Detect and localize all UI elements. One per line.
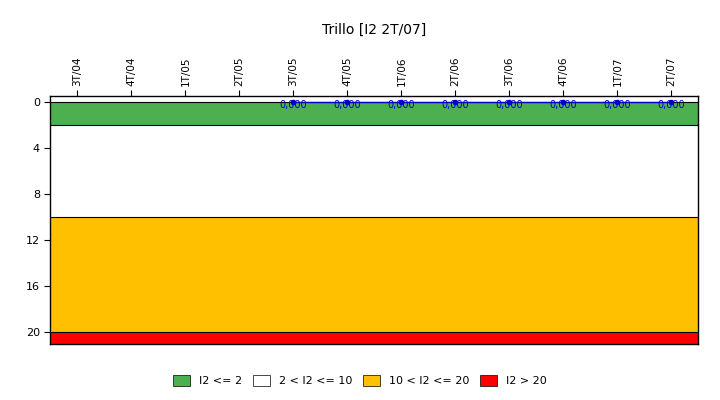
Title: Trillo [I2 2T/07]: Trillo [I2 2T/07] — [323, 22, 426, 36]
Text: 0,000: 0,000 — [279, 100, 307, 110]
Text: 0,000: 0,000 — [441, 100, 469, 110]
Bar — [50, 125, 698, 217]
Text: 0,000: 0,000 — [387, 100, 415, 110]
Text: 0,000: 0,000 — [657, 100, 685, 110]
Text: 0,000: 0,000 — [495, 100, 523, 110]
Text: 0,000: 0,000 — [333, 100, 361, 110]
Bar — [50, 102, 698, 125]
Legend: I2 <= 2, 2 < I2 <= 10, 10 < I2 <= 20, I2 > 20: I2 <= 2, 2 < I2 <= 10, 10 < I2 <= 20, I2… — [169, 370, 551, 390]
Bar — [50, 217, 698, 332]
Bar — [50, 332, 698, 344]
Text: 0,000: 0,000 — [603, 100, 631, 110]
Text: 0,000: 0,000 — [549, 100, 577, 110]
